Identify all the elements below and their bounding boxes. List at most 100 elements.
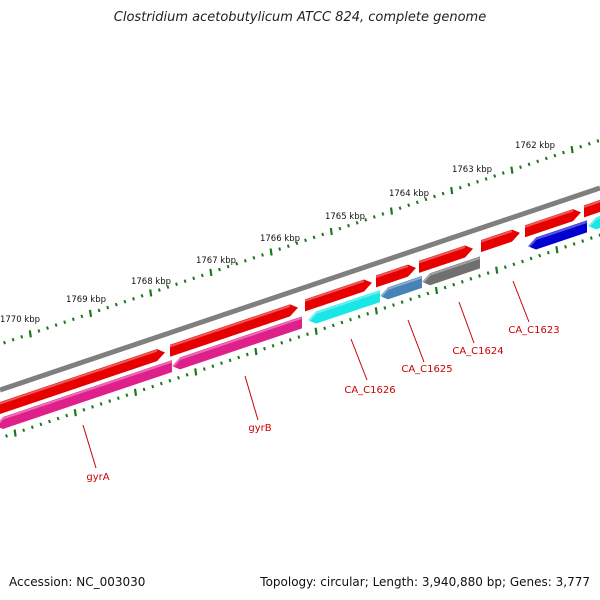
minor-tick (553, 153, 557, 158)
minor-tick (589, 236, 593, 240)
minor-tick (226, 264, 230, 269)
scale-tick-label: 1763 kbp (452, 165, 492, 175)
minor-tick (11, 337, 15, 342)
minor-tick (20, 334, 24, 339)
gene-label-ca-c1624: CA_C1624 (452, 301, 504, 357)
svg-text:CA_C1624: CA_C1624 (452, 346, 503, 357)
reverse-strand-features (0, 215, 600, 429)
minor-tick (581, 239, 585, 243)
minor-tick (312, 235, 316, 240)
minor-tick (424, 197, 428, 202)
minor-tick (54, 323, 58, 327)
minor-tick (261, 253, 264, 257)
minor-tick (295, 241, 299, 246)
minor-tick (501, 171, 505, 175)
scale-ticks-outer (3, 139, 600, 345)
forward-strand-features (0, 199, 600, 414)
minor-tick (37, 329, 41, 333)
minor-tick (366, 311, 370, 316)
minor-tick (338, 226, 342, 231)
scale-tick-label: 1764 kbp (389, 189, 429, 199)
forward-gene-arrow (304, 279, 372, 312)
major-tick (269, 248, 273, 256)
minor-tick (114, 302, 118, 307)
major-tick (149, 289, 153, 297)
minor-tick (22, 428, 26, 432)
minor-tick (340, 320, 344, 325)
major-tick (13, 429, 17, 437)
forward-gene-arrow (169, 304, 298, 357)
major-tick (570, 146, 574, 154)
minor-tick (271, 343, 275, 348)
minor-tick (56, 416, 60, 421)
gene-label-gyrb: gyrB (244, 375, 272, 434)
minor-tick (321, 232, 325, 237)
major-tick (254, 347, 258, 356)
minor-tick (572, 242, 576, 246)
major-tick (314, 327, 318, 335)
minor-tick (306, 332, 309, 336)
minor-tick (211, 364, 215, 368)
minor-tick (243, 258, 247, 263)
minor-tick (503, 265, 507, 270)
minor-tick (142, 387, 146, 392)
minor-tick (192, 276, 196, 281)
minor-tick (426, 291, 430, 296)
minor-tick (564, 245, 567, 249)
minor-tick (80, 314, 84, 319)
minor-tick (486, 271, 490, 275)
minor-tick (469, 277, 473, 281)
minor-tick (235, 261, 239, 266)
accession-info: Accession: NC_003030 (9, 575, 145, 589)
minor-tick (546, 250, 550, 255)
minor-tick (398, 206, 402, 210)
minor-tick (331, 323, 335, 328)
minor-tick (108, 399, 112, 403)
minor-tick (177, 375, 180, 380)
minor-tick (65, 413, 69, 418)
scale-tick-label: 1769 kbp (66, 295, 106, 305)
minor-tick (383, 306, 387, 310)
scale-ticks-inner (5, 233, 600, 438)
minor-tick (381, 212, 385, 216)
major-tick (28, 330, 32, 338)
map-title: Clostridium acetobutylicum ATCC 824, com… (113, 10, 487, 25)
minor-tick (125, 393, 129, 398)
forward-gene-arrow (418, 245, 473, 273)
major-tick (329, 227, 333, 236)
minor-tick (304, 238, 307, 243)
forward-gene-arrow (375, 264, 416, 288)
minor-tick (46, 326, 49, 330)
minor-tick (245, 352, 249, 357)
minor-tick (458, 185, 462, 190)
topology-label: Topology: (260, 575, 317, 589)
minor-tick (63, 320, 67, 324)
minor-tick (441, 191, 445, 196)
minor-tick (452, 282, 456, 287)
scale-tick-label: 1766 kbp (260, 234, 300, 244)
genome-summary: Topology: circular; Length: 3,940,880 bp… (260, 575, 590, 589)
svg-text:CA_C1625: CA_C1625 (401, 364, 452, 375)
minor-tick (280, 341, 284, 345)
minor-tick (71, 317, 75, 322)
minor-tick (538, 253, 542, 258)
minor-tick (157, 288, 161, 292)
minor-tick (536, 159, 540, 164)
minor-tick (30, 425, 34, 430)
minor-tick (529, 256, 533, 261)
minor-tick (484, 177, 488, 181)
gene-label-ca-c1626: CA_C1626 (344, 338, 396, 396)
minor-tick (116, 396, 120, 400)
minor-tick (159, 381, 163, 386)
minor-tick (132, 296, 135, 301)
minor-tick (3, 340, 6, 345)
minor-tick (228, 358, 232, 363)
minor-tick (166, 285, 170, 289)
major-tick (194, 368, 198, 376)
major-tick (88, 309, 93, 318)
scale-tick-labels: 1762 kbp 1763 kbp 1764 kbp 1765 kbp 1766 kbp… (0, 141, 555, 325)
scale-tick-label: 1767 kbp (196, 256, 236, 266)
minor-tick (99, 402, 103, 406)
minor-tick (493, 174, 497, 178)
